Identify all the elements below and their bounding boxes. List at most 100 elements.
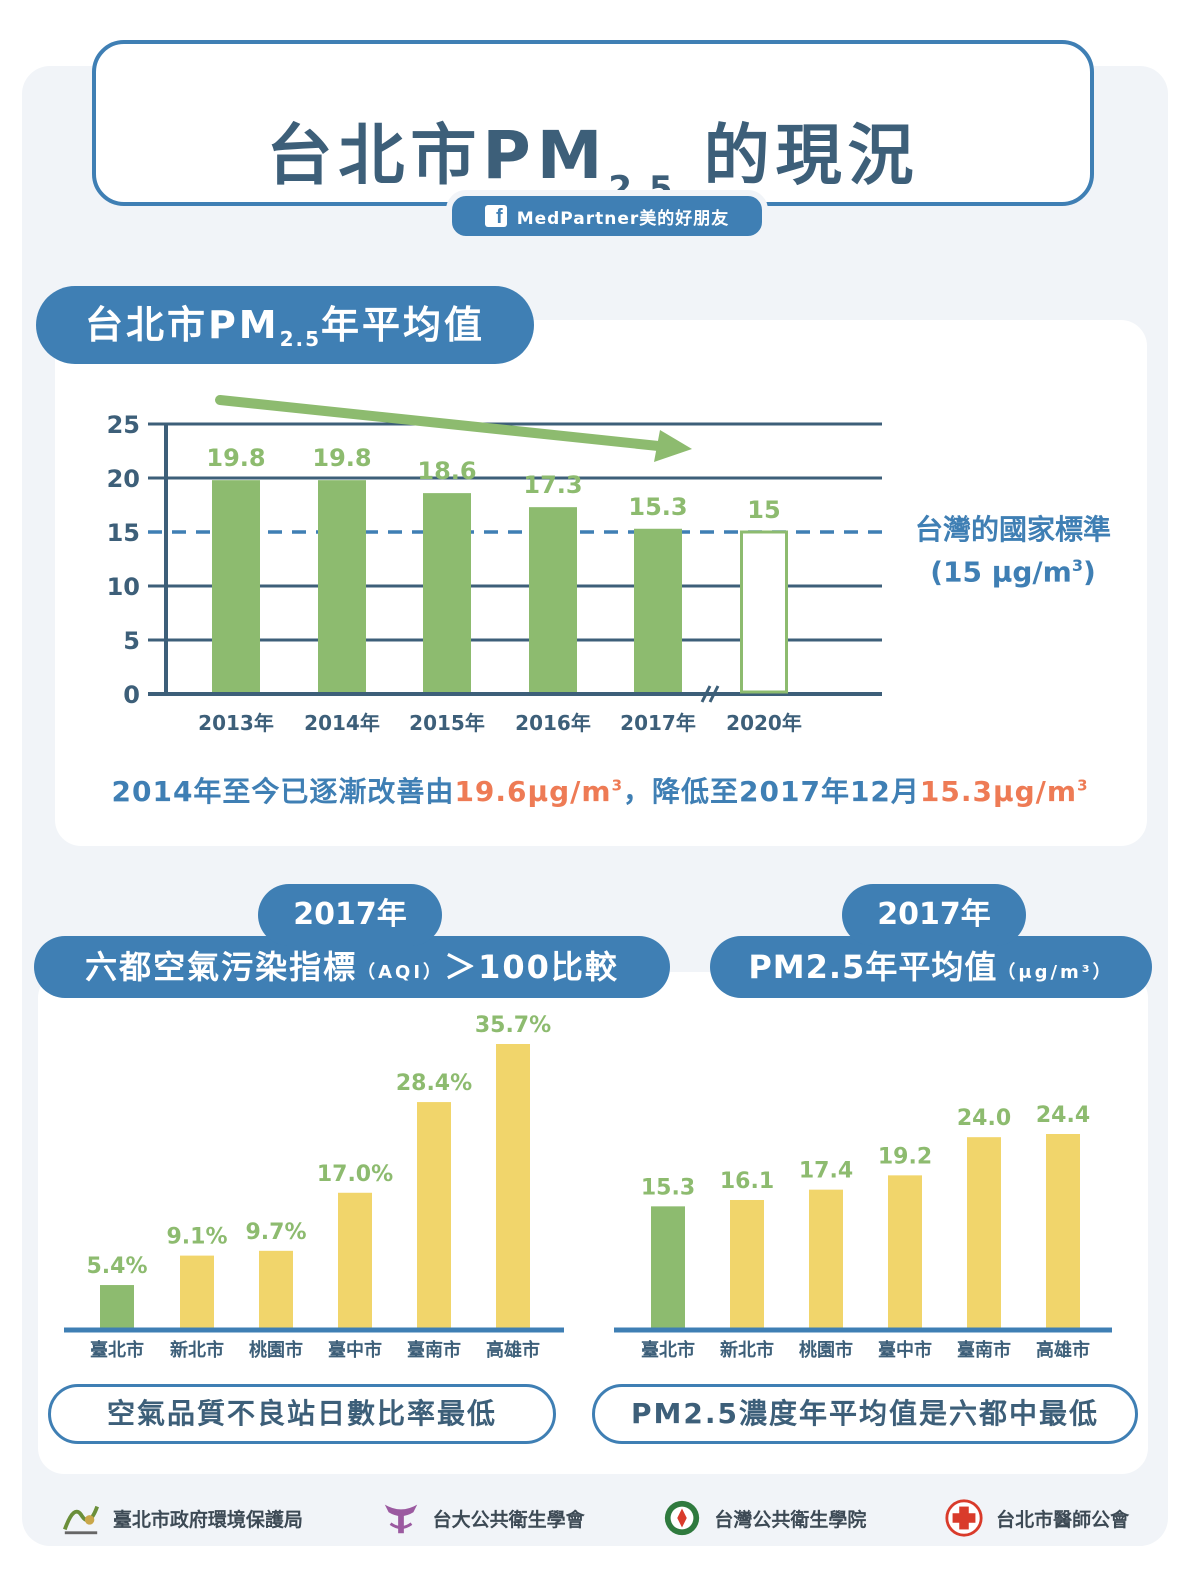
x-tick-label: 2020年 xyxy=(726,711,802,735)
bar xyxy=(730,1199,764,1328)
x-tick-label: 臺中市 xyxy=(328,1339,382,1361)
x-tick-label: 2013年 xyxy=(198,711,274,735)
logo-ntu-public-health: 台大公共衛生學會 xyxy=(381,1498,585,1538)
aqi-caption: 空氣品質不良站日數比率最低 xyxy=(48,1384,556,1444)
bar-value-label: 17.0% xyxy=(317,1162,393,1187)
logo-label: 台大公共衛生學會 xyxy=(432,1508,585,1531)
bar xyxy=(318,480,366,692)
trend-arrow-shaft xyxy=(215,395,673,452)
heading-tail: 年平均值 xyxy=(321,303,486,347)
standard-line1: 台灣的國家標準 xyxy=(914,513,1111,546)
y-tick-label: 0 xyxy=(123,681,140,709)
bar-value-label: 17.4 xyxy=(799,1159,853,1184)
bar xyxy=(651,1206,685,1328)
bar-value-label: 19.8 xyxy=(312,444,371,472)
logo-taiwan-public-health: 台灣公共衛生學院 xyxy=(662,1498,866,1538)
heading-subscript: 2.5 xyxy=(279,327,322,351)
bar-value-label: 5.4% xyxy=(86,1254,147,1279)
x-tick-label: 新北市 xyxy=(720,1339,774,1361)
logo-taipei-epa: 臺北市政府環境保護局 xyxy=(61,1498,303,1538)
bar xyxy=(1046,1134,1080,1328)
axis-break-mark xyxy=(700,685,712,703)
bar xyxy=(417,1102,451,1328)
note-highlight-2017: 15.3μg/m xyxy=(919,775,1078,808)
facebook-icon: f xyxy=(484,205,507,227)
bar-value-label: 19.8 xyxy=(206,444,265,472)
bar-value-label: 24.4 xyxy=(1036,1103,1090,1128)
pm25-caption: PM2.5濃度年平均值是六都中最低 xyxy=(592,1384,1138,1444)
x-tick-label: 2017年 xyxy=(620,711,696,735)
trend-arrow-head xyxy=(654,430,692,462)
bar-value-label: 15.3 xyxy=(641,1175,695,1200)
note-highlight-2014: 19.6μg/m xyxy=(454,775,612,808)
bar-value-label: 35.7% xyxy=(475,1013,551,1038)
facebook-page-link[interactable]: f MedPartner美的好朋友 xyxy=(446,190,768,242)
bar-value-label: 9.1% xyxy=(166,1225,227,1250)
taiwan-public-health-logo-icon xyxy=(662,1498,702,1538)
x-tick-label: 臺北市 xyxy=(641,1339,695,1361)
bar-value-label: 15 xyxy=(747,496,780,524)
bar xyxy=(212,480,260,692)
bar-value-label: 16.1 xyxy=(720,1169,774,1194)
x-tick-label: 臺北市 xyxy=(90,1339,144,1361)
logo-taipei-medical-association: 台北市醫師公會 xyxy=(944,1498,1129,1538)
bar xyxy=(888,1175,922,1328)
x-tick-label: 桃園市 xyxy=(249,1339,303,1361)
x-tick-label: 新北市 xyxy=(170,1339,224,1361)
bar xyxy=(809,1189,843,1328)
y-tick-label: 20 xyxy=(107,465,140,493)
x-tick-label: 高雄市 xyxy=(1036,1339,1090,1361)
pm25-comparison-year: 2017年 xyxy=(842,884,1026,946)
taipei-medical-association-logo-icon xyxy=(944,1498,984,1538)
footer-logos: 臺北市政府環境保護局 台大公共衛生學會 台灣公共衛生學院 台北市醫師公會 xyxy=(22,1490,1168,1546)
bar xyxy=(259,1250,293,1328)
logo-label: 臺北市政府環境保護局 xyxy=(112,1508,303,1531)
x-tick-label: 高雄市 xyxy=(486,1339,540,1361)
y-tick-label: 10 xyxy=(107,573,140,601)
bar xyxy=(423,493,471,692)
x-tick-label: 桃園市 xyxy=(799,1339,853,1361)
bar-value-label: 24.0 xyxy=(957,1106,1011,1131)
x-tick-label: 臺南市 xyxy=(957,1339,1011,1361)
taipei-epa-logo-icon xyxy=(61,1498,101,1538)
aqi-comparison-year: 2017年 xyxy=(258,884,442,946)
pm25-comparison-heading: PM2.5年平均值（μg/m³） xyxy=(710,936,1152,998)
x-tick-label: 2016年 xyxy=(515,711,591,735)
logo-label: 台灣公共衛生學院 xyxy=(714,1508,867,1531)
facebook-page-label: MedPartner美的好朋友 xyxy=(516,208,730,229)
y-tick-label: 25 xyxy=(107,411,140,439)
standard-line2: (15 μg/m3) xyxy=(930,555,1096,589)
title-box: 台北市PM2.5 的現況 xyxy=(92,40,1094,209)
x-tick-label: 2014年 xyxy=(304,711,380,735)
heading-main: 台北市PM xyxy=(84,303,280,347)
bar xyxy=(634,528,682,692)
x-tick-label: 臺南市 xyxy=(407,1339,461,1361)
aqi-comparison-heading: 六都空氣污染指標（AQI）＞100比較 xyxy=(34,936,670,998)
bar xyxy=(967,1137,1001,1328)
bar xyxy=(338,1192,372,1328)
x-tick-label: 臺中市 xyxy=(878,1339,932,1361)
bar-value-label: 9.7% xyxy=(245,1220,306,1245)
target-bar xyxy=(740,530,788,694)
bar-value-label: 28.4% xyxy=(396,1071,472,1096)
y-tick-label: 5 xyxy=(123,627,140,655)
bar xyxy=(100,1285,134,1328)
axis-break-mark xyxy=(708,685,720,703)
bar xyxy=(180,1255,214,1328)
bar xyxy=(496,1044,530,1328)
title-tail: 的現況 xyxy=(703,117,920,194)
bar-value-label: 17.3 xyxy=(523,471,582,499)
y-tick-label: 15 xyxy=(107,519,140,547)
bar xyxy=(529,507,577,692)
bar-value-label: 18.6 xyxy=(417,457,476,485)
bar-value-label: 19.2 xyxy=(878,1144,932,1169)
ntu-public-health-logo-icon xyxy=(381,1498,421,1538)
improvement-note: 2014年至今已逐漸改善由19.6μg/m3，降低至2017年12月15.3μg… xyxy=(111,775,1089,808)
annual-pm25-heading: 台北市PM2.5年平均值 xyxy=(36,286,534,364)
x-tick-label: 2015年 xyxy=(409,711,485,735)
title-main: 台北市PM xyxy=(266,117,609,194)
national-standard-label: 台灣的國家標準 (15 μg/m3) xyxy=(900,512,1126,590)
